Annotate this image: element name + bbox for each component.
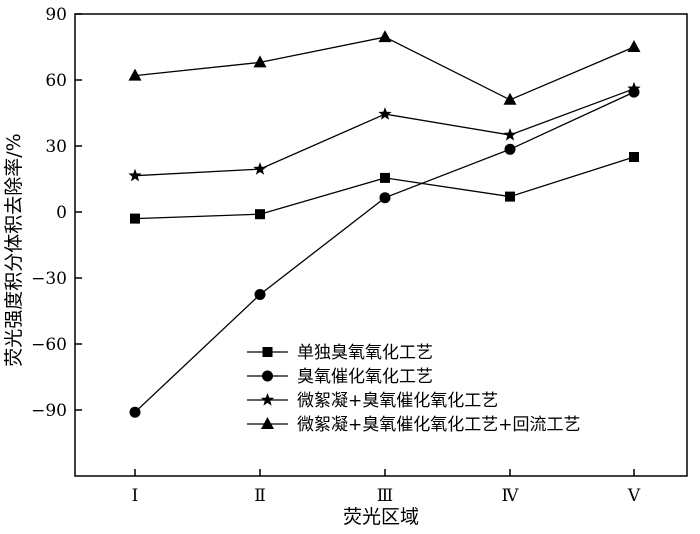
legend-label: 微絮凝+臭氧催化氧化工艺 [297, 391, 498, 411]
y-tick-label: −90 [31, 401, 67, 421]
series-3 [128, 81, 641, 182]
x-tick-label: Ⅳ [502, 486, 520, 506]
data-point [504, 143, 516, 155]
legend-item: 臭氧催化氧化工艺 [247, 367, 433, 387]
data-point [130, 213, 140, 224]
data-point [627, 40, 641, 52]
legend: 单独臭氧氧化工艺臭氧催化氧化工艺微絮凝+臭氧催化氧化工艺微絮凝+臭氧催化氧化工艺… [247, 343, 581, 435]
legend-marker [260, 393, 275, 406]
data-point [629, 152, 639, 162]
series-layer [128, 30, 641, 418]
series-1 [130, 152, 639, 224]
legend-marker [262, 347, 273, 357]
data-point [380, 172, 390, 183]
legend-item: 单独臭氧氧化工艺 [247, 343, 433, 363]
series-line [134, 156, 635, 220]
legend-marker [262, 370, 273, 382]
x-axis-title: 荧光区域 [343, 506, 419, 528]
legend-label: 臭氧催化氧化工艺 [297, 367, 433, 387]
y-tick-label: 90 [45, 5, 67, 25]
x-tick-label: Ⅴ [627, 486, 641, 506]
y-tick-label: 30 [45, 137, 67, 157]
series-2 [129, 86, 640, 418]
data-point [255, 209, 265, 220]
y-tick-label: −60 [31, 335, 67, 355]
axes: 90 60 30 0 −30 −60 −90 Ⅰ Ⅱ Ⅲ Ⅳ Ⅴ [31, 5, 688, 506]
data-point [505, 191, 515, 202]
data-point [129, 406, 141, 418]
data-point [253, 162, 267, 175]
data-point [254, 289, 266, 300]
y-axis-title: 荧光强度积分体积去除率/% [3, 133, 25, 366]
x-tick-label: Ⅰ [132, 486, 139, 506]
series-line [134, 36, 635, 101]
data-point [503, 128, 517, 141]
data-point [503, 92, 517, 105]
x-tick-label: Ⅱ [254, 486, 266, 506]
legend-item: 微絮凝+臭氧催化氧化工艺 [247, 391, 498, 411]
data-point [627, 81, 641, 95]
series-4 [128, 30, 641, 105]
plot-frame [74, 13, 688, 477]
legend-label: 微絮凝+臭氧催化氧化工艺+回流工艺 [297, 415, 581, 435]
legend-label: 单独臭氧氧化工艺 [297, 343, 433, 363]
x-tick-label: Ⅲ [377, 486, 393, 506]
y-tick-label: 60 [45, 71, 67, 91]
data-point [253, 55, 267, 68]
legend-item: 微絮凝+臭氧催化氧化工艺+回流工艺 [247, 415, 581, 435]
data-point [128, 68, 142, 81]
data-point [379, 192, 391, 204]
series-line [134, 88, 635, 177]
data-point [128, 168, 142, 182]
data-point [378, 30, 392, 43]
legend-marker [261, 417, 274, 429]
y-tick-label: 0 [56, 203, 67, 223]
y-tick-label: −30 [31, 269, 67, 289]
data-point [378, 107, 392, 120]
series-line [134, 91, 635, 413]
